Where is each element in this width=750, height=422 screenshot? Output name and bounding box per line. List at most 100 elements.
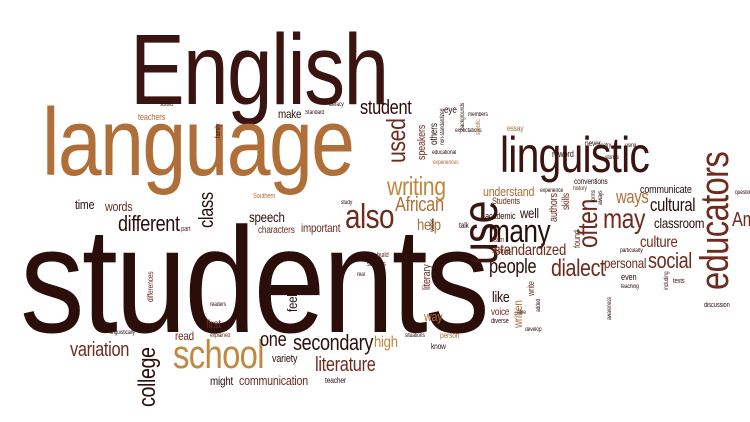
word-voice: voice: [491, 307, 510, 318]
word-literary: literary: [421, 264, 433, 290]
word-history: history: [573, 186, 587, 192]
word-explained: explained: [210, 333, 231, 339]
word-writing: writing: [387, 171, 446, 201]
word-linguistically: linguistically: [110, 330, 135, 336]
word-class: class: [196, 192, 218, 228]
word-speakers: speakers: [416, 124, 428, 160]
word-teaching: teaching: [621, 284, 639, 290]
word-personal: personal: [604, 255, 647, 271]
word-conventions: conventions: [574, 177, 608, 186]
word-voices: voices: [430, 218, 436, 232]
word-southern: Southern: [253, 193, 276, 200]
word-others: others: [429, 123, 440, 145]
word-know: know: [431, 342, 446, 351]
word-standard: Standard: [305, 110, 325, 116]
word-literature: literature: [315, 354, 376, 376]
word-eye: eye: [444, 105, 457, 116]
word-language: language: [42, 89, 355, 196]
word-never: never: [585, 139, 601, 148]
word-student: student: [360, 97, 412, 119]
word-speech: speech: [249, 209, 285, 225]
word-high: high: [374, 334, 398, 351]
word-important: important: [301, 221, 341, 235]
word-settings: settings: [492, 248, 511, 255]
word-people: people: [489, 256, 537, 278]
word-question: question: [735, 190, 750, 196]
word-talk: talk: [459, 221, 469, 230]
word-culture: culture: [640, 234, 678, 251]
word-readers: readers: [210, 302, 227, 308]
word-academic: academic: [485, 211, 516, 221]
word-n-word: n-word: [552, 149, 574, 159]
word-added: added: [536, 298, 542, 312]
word-person: person: [440, 331, 460, 340]
word-feel: feel: [284, 294, 300, 312]
word-literacy: literacy: [329, 102, 344, 108]
word-standardized: standardized: [494, 242, 566, 259]
word-real: real: [357, 272, 365, 278]
word-time: time: [75, 197, 95, 212]
word-students-small: Students: [492, 196, 520, 206]
word-awareness: awareness: [607, 297, 613, 320]
word-understand: understand: [483, 184, 535, 199]
word-able: able: [517, 310, 526, 316]
word-may: may: [603, 203, 645, 234]
word-linguistic: linguistic: [500, 127, 650, 183]
word-part: part: [181, 226, 191, 233]
word-one: one: [260, 329, 287, 351]
word-way: way: [424, 309, 443, 324]
word-found: found: [572, 230, 582, 248]
word-stories: stories: [605, 155, 619, 161]
word-variation: variation: [70, 339, 130, 361]
word-write: write: [526, 281, 536, 296]
word-discussion: discussion: [704, 302, 730, 309]
word-communicate: communicate: [640, 184, 692, 196]
word-make: make: [278, 107, 302, 121]
word-backgrounds: backgrounds: [460, 102, 466, 130]
word-members: members: [468, 112, 488, 118]
word-first: first: [206, 317, 221, 331]
word-learn: learn: [492, 237, 505, 244]
word-sound: sound: [160, 102, 173, 108]
word-experiences: experiences: [433, 160, 459, 166]
word-classroom: classroom: [654, 215, 705, 231]
word-diverse: diverse: [491, 318, 509, 325]
word-african: African: [395, 194, 444, 216]
word-well: well: [520, 205, 539, 221]
word-situations: situations: [405, 333, 425, 339]
word-variety: variety: [272, 353, 298, 365]
word-poetry: poetry: [598, 143, 612, 149]
word-family: family: [215, 123, 222, 138]
word-cultural: cultural: [650, 195, 696, 215]
word-social: social: [648, 248, 692, 273]
word-communication: communication: [239, 373, 308, 388]
word-used: used: [381, 118, 411, 163]
word-including: including: [664, 271, 670, 290]
word-students: students: [20, 196, 490, 364]
word-specific: specific: [476, 119, 482, 135]
word-school: school: [173, 333, 265, 377]
word-build: build: [377, 252, 389, 259]
word-might: might: [210, 374, 234, 388]
word-different: different: [118, 211, 180, 236]
word-non-standardized: non-standardized: [440, 108, 446, 145]
word-authors: authors: [548, 193, 560, 222]
word-study: study: [341, 200, 353, 206]
word-also: also: [345, 198, 394, 236]
word-college: college: [134, 347, 161, 407]
word-skills: skills: [561, 193, 572, 210]
word-words: words: [105, 199, 133, 214]
word-experience: experience: [540, 188, 564, 194]
word-ways: ways: [616, 187, 649, 207]
word-help: help: [417, 217, 441, 234]
word-schools: schools: [367, 261, 386, 268]
word-many: many: [488, 213, 551, 249]
word-english: English: [130, 14, 389, 126]
word-even: even: [621, 272, 637, 282]
word-secondary: secondary: [293, 330, 373, 355]
word-always: always: [598, 190, 604, 205]
word-expectations: expectations: [455, 128, 482, 134]
word-teachers: teachers: [138, 112, 166, 122]
word-dialect: dialect: [551, 255, 606, 282]
